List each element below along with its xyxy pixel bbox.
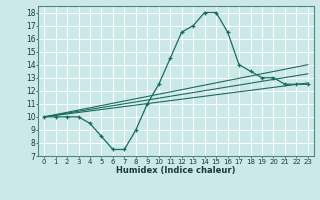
X-axis label: Humidex (Indice chaleur): Humidex (Indice chaleur) <box>116 166 236 175</box>
